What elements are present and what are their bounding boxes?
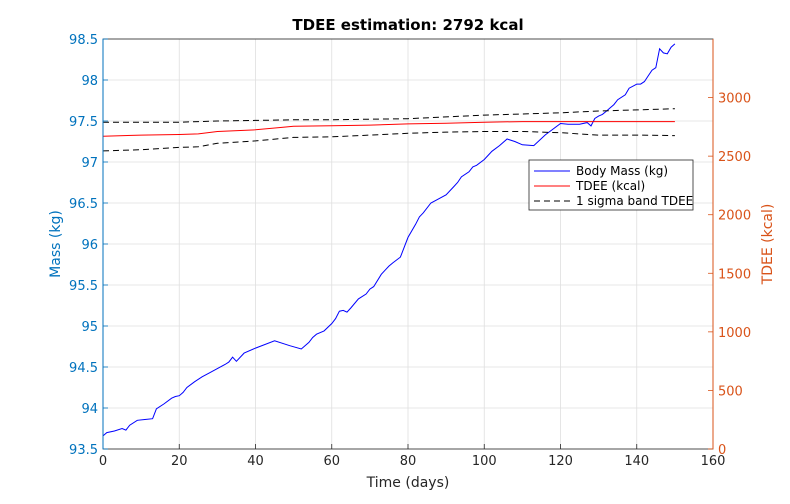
right-tick-label: 2500 (718, 150, 751, 165)
right-axis-title: TDEE (kcal) (760, 204, 776, 286)
left-axis-title: Mass (kg) (48, 210, 64, 278)
left-tick-label: 96 (81, 238, 98, 253)
x-axis-ticks: 0 20 40 60 80 100 120 140 160 (99, 444, 726, 469)
x-tick-label: 140 (624, 454, 649, 469)
left-tick-label: 98.5 (69, 33, 98, 48)
x-tick-label: 160 (701, 454, 726, 469)
x-tick-label: 40 (247, 454, 264, 469)
left-tick-label: 95 (81, 320, 98, 335)
legend: Body Mass (kg)TDEE (kcal)1 sigma band TD… (528, 159, 694, 211)
left-tick-label: 95.5 (69, 279, 98, 294)
left-tick-label: 93.5 (69, 443, 98, 458)
mass-series-line (102, 43, 676, 437)
legend-box (528, 159, 694, 211)
chart-title: TDEE estimation: 2792 kcal (292, 16, 523, 34)
x-tick-label: 100 (472, 454, 497, 469)
tdee-series-line (102, 121, 675, 137)
right-tick-label: 3000 (718, 92, 751, 107)
x-axis-title: Time (days) (366, 475, 450, 491)
left-tick-label: 94.5 (69, 361, 98, 376)
left-tick-label: 94 (81, 402, 98, 417)
left-tick-label: 97 (81, 156, 98, 171)
legend-label: 1 sigma band TDEE (576, 194, 693, 208)
x-tick-label: 20 (171, 454, 188, 469)
right-tick-label: 0 (718, 443, 726, 458)
right-axis-ticks: 0 500 1000 1500 2000 2500 3000 (708, 92, 751, 458)
right-tick-label: 1000 (718, 326, 751, 341)
left-tick-label: 98 (81, 74, 98, 89)
legend-label: Body Mass (kg) (576, 164, 668, 178)
right-tick-label: 500 (718, 384, 743, 399)
legend-label: TDEE (kcal) (575, 179, 645, 193)
x-tick-label: 60 (323, 454, 340, 469)
left-tick-label: 96.5 (69, 197, 98, 212)
sigma-lower-line (102, 131, 675, 152)
left-tick-label: 97.5 (69, 115, 98, 130)
x-tick-label: 120 (548, 454, 573, 469)
x-tick-label: 80 (400, 454, 417, 469)
grid (102, 38, 714, 450)
left-axis-ticks: 93.5 94 94.5 95 95.5 96 96.5 97 97.5 98 98.5 (69, 33, 108, 458)
x-tick-label: 0 (99, 454, 107, 469)
plot-lines (102, 43, 676, 437)
right-tick-label: 2000 (718, 209, 751, 224)
right-tick-label: 1500 (718, 267, 751, 282)
sigma-upper-line (103, 108, 675, 123)
